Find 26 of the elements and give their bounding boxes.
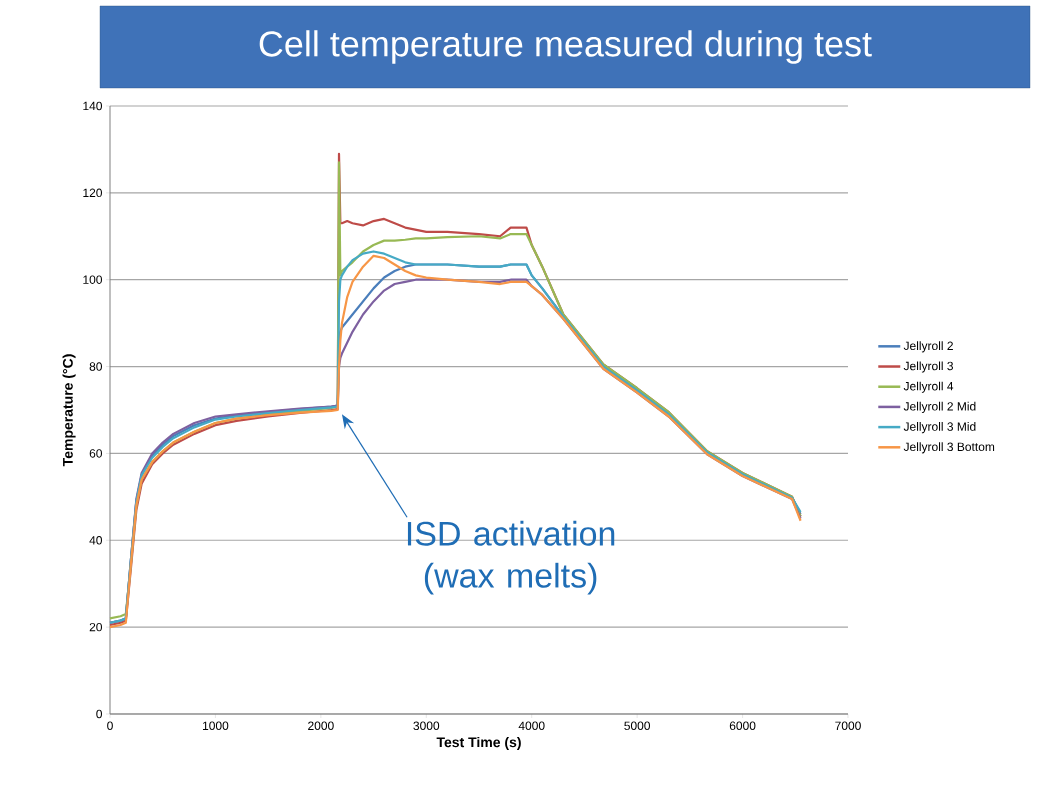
x-axis-title: Test Time (s)	[436, 736, 521, 750]
y-tick-label: 140	[83, 101, 103, 111]
x-tick-label: 2000	[308, 721, 334, 731]
x-tick-label: 1000	[203, 721, 229, 731]
legend-label: Jellyroll 3 Mid	[903, 422, 976, 434]
y-tick-label: 0	[96, 709, 103, 719]
x-tick-label: 4000	[518, 721, 545, 731]
legend-label: Jellyroll 2 Mid	[903, 401, 976, 414]
y-tick-label: 60	[89, 449, 103, 458]
x-tick-label: 7000	[835, 721, 861, 731]
x-tick-label: 5000	[624, 721, 651, 731]
y-tick-label: 20	[89, 622, 103, 632]
annotation: ISD activation (wax melts)	[407, 520, 615, 595]
y-axis-title: Temperature (°C)	[62, 354, 76, 467]
y-tick-label: 80	[89, 362, 103, 371]
y-tick-label: 100	[83, 275, 103, 284]
legend-label: Jellyroll 3 Bottom	[903, 442, 995, 454]
x-tick-label: 3000	[413, 721, 440, 731]
y-tick-label: 40	[89, 536, 103, 545]
x-tick-label: 6000	[729, 721, 756, 731]
legend-label: Jellyroll 3	[903, 361, 953, 373]
y-tick-label: 120	[83, 188, 103, 198]
chart-title: Cell temperature measured during test	[259, 30, 872, 64]
legend-label: Jellyroll 4	[903, 381, 954, 393]
x-tick-label: 0	[107, 721, 113, 731]
legend-label: Jellyroll 2	[903, 341, 953, 353]
